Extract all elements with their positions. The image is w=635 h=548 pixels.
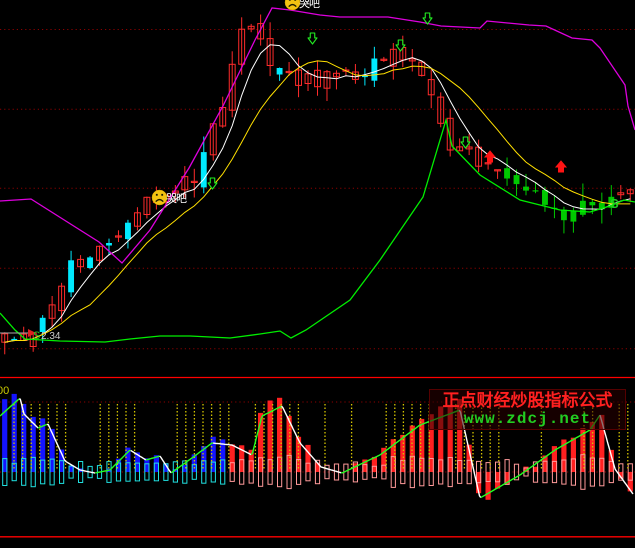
svg-text:2.34: 2.34 (41, 331, 61, 342)
svg-text:S: S (33, 330, 40, 342)
